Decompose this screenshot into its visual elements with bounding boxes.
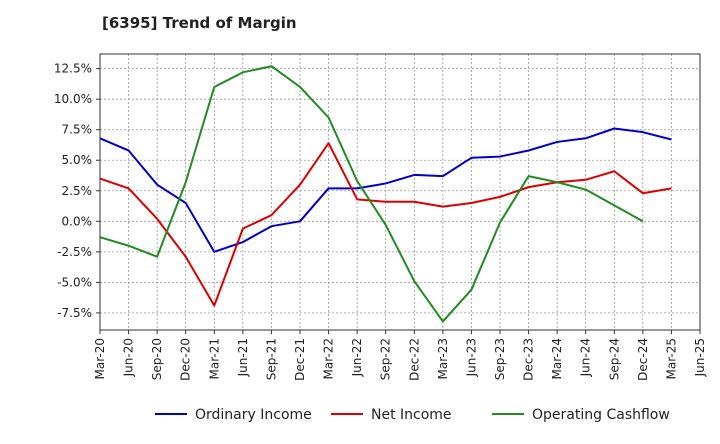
- x-tick-label: Dec-23: [522, 338, 536, 381]
- x-tick-label: Dec-21: [293, 338, 307, 381]
- y-tick-label: 5.0%: [62, 153, 93, 167]
- chart-title: [6395] Trend of Margin: [102, 14, 297, 32]
- x-tick-label: Sep-23: [493, 338, 507, 380]
- y-tick-label: -5.0%: [57, 275, 92, 289]
- x-tick-label: Mar-22: [322, 338, 336, 379]
- series-line-net-income: [99, 142, 672, 307]
- x-tick-label: Dec-24: [636, 338, 650, 381]
- y-tick-label: 12.5%: [54, 62, 92, 76]
- y-tick-label: -2.5%: [57, 245, 92, 259]
- legend: Ordinary Income Net Income Operating Cashf…: [155, 407, 670, 423]
- x-tick-label: Sep-21: [264, 338, 278, 380]
- x-tick-label: Jun-25: [693, 338, 707, 377]
- x-tick-label: Jun-20: [122, 338, 136, 377]
- x-tick-label: Jun-23: [464, 338, 478, 377]
- x-tick-label: Sep-24: [607, 338, 621, 380]
- y-tick-label: 10.0%: [54, 92, 92, 106]
- x-tick-label: Mar-25: [664, 338, 678, 379]
- x-tick-label: Mar-23: [436, 338, 450, 379]
- grid-lines: [99, 54, 701, 330]
- legend-label-ordinary-income: Ordinary Income: [195, 407, 312, 423]
- x-tick-label: Jun-24: [579, 338, 593, 377]
- x-tick-label: Mar-24: [550, 338, 564, 379]
- x-tick-label: Jun-21: [236, 338, 250, 377]
- x-tick-label: Jun-22: [350, 338, 364, 377]
- x-tick-label: Sep-22: [379, 338, 393, 380]
- y-axis: -7.5% -5.0% -2.5% 0.0% 2.5% 5.0% 7.5% 10.0% 12.5…: [54, 62, 100, 320]
- x-tick-label: Mar-21: [207, 338, 221, 379]
- y-tick-label: 0.0%: [62, 214, 93, 228]
- x-tick-label: Mar-20: [93, 338, 107, 379]
- y-tick-label: 7.5%: [62, 123, 93, 137]
- plot-frame: [99, 53, 701, 331]
- y-tick-label: 2.5%: [62, 184, 93, 198]
- series-line-ordinary-income: [99, 127, 672, 253]
- y-tick-label: -7.5%: [57, 306, 92, 320]
- x-tick-label: Dec-20: [179, 338, 193, 381]
- x-tick-label: Sep-20: [150, 338, 164, 380]
- legend-label-net-income: Net Income: [371, 407, 452, 423]
- series-line-operating-cashflow: [99, 65, 644, 323]
- series-lines: [99, 65, 672, 323]
- x-tick-label: Dec-22: [407, 338, 421, 381]
- x-axis: Mar-20 Jun-20 Sep-20 Dec-20 Mar-21 Jun-21 Sep-…: [93, 330, 707, 381]
- legend-label-operating-cashflow: Operating Cashflow: [532, 407, 670, 423]
